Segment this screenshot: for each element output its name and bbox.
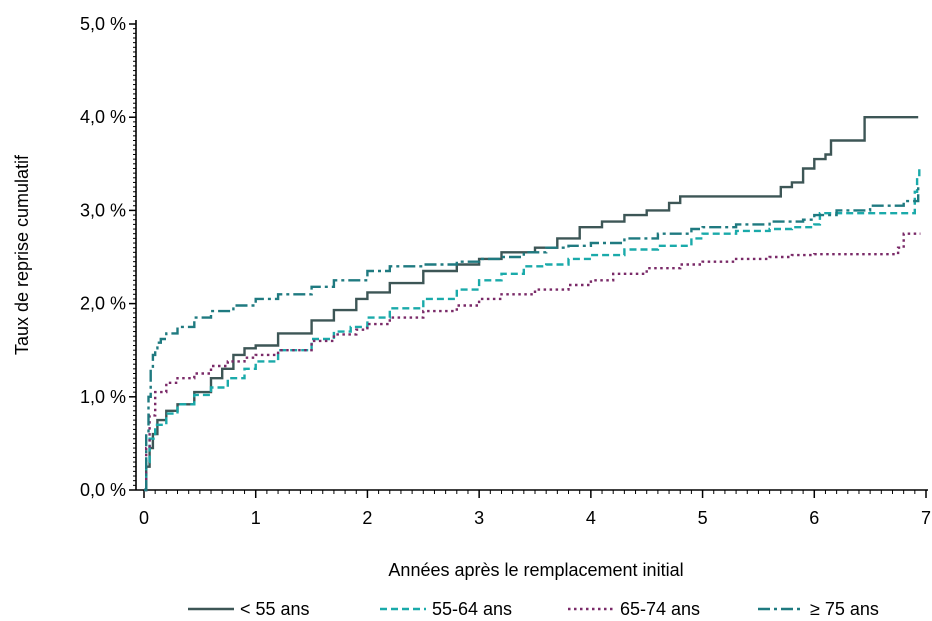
y-tick-label: 3,0 % (80, 200, 126, 220)
x-tick-label: 2 (362, 508, 372, 528)
x-axis-label: Années après le remplacement initial (388, 560, 683, 580)
y-tick-label: 5,0 % (80, 14, 126, 34)
x-tick-label: 6 (809, 508, 819, 528)
series-line-2 (144, 168, 921, 492)
y-tick-label: 2,0 % (80, 294, 126, 314)
legend-label-4: ≥ 75 ans (810, 599, 879, 619)
x-tick-label: 5 (698, 508, 708, 528)
x-tick-label: 3 (474, 508, 484, 528)
x-tick-label: 1 (251, 508, 261, 528)
legend-label-2: 55-64 ans (432, 599, 512, 619)
series-line-1 (144, 116, 919, 492)
x-ticks: 0 1 2 3 4 5 6 7 (139, 490, 931, 528)
y-axis: 0,0 % 1,0 % 2,0 % 3,0 % 4,0 % 5,0 % (80, 14, 137, 500)
y-tick-label: 4,0 % (80, 107, 126, 127)
series-line-3 (144, 232, 921, 492)
legend: < 55 ans 55-64 ans 65-74 ans ≥ 75 ans (188, 599, 879, 619)
y-tick-label: 0,0 % (80, 480, 126, 500)
x-tick-label: 4 (586, 508, 596, 528)
x-axis: 0 1 2 3 4 5 6 7 (136, 489, 931, 528)
x-tick-label: 0 (139, 508, 149, 528)
legend-label-1: < 55 ans (240, 599, 310, 619)
x-tick-label: 7 (921, 508, 931, 528)
y-ticks: 0,0 % 1,0 % 2,0 % 3,0 % 4,0 % 5,0 % (80, 14, 136, 500)
series-line-4 (144, 187, 920, 492)
legend-label-3: 65-74 ans (620, 599, 700, 619)
y-tick-label: 1,0 % (80, 387, 126, 407)
series-lines (144, 116, 921, 492)
y-axis-label: Taux de reprise cumulatif (12, 154, 32, 355)
